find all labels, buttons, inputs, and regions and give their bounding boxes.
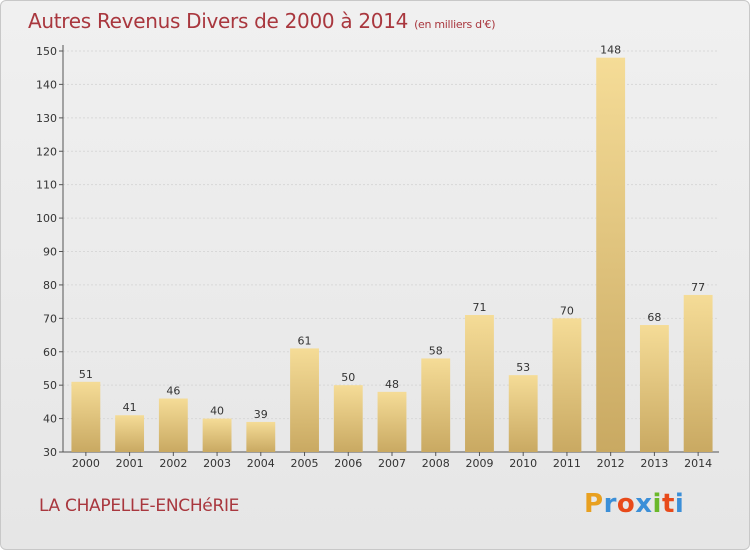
bar-value-label: 48 [385,378,399,391]
y-tick-label: 90 [43,246,57,259]
proxiti-logo: Proxiti [584,489,684,519]
bar-2005 [290,348,319,452]
x-tick-label: 2010 [509,457,537,470]
bar-value-label: 41 [123,401,137,414]
chart-title: Autres Revenus Divers de 2000 à 2014 (en … [28,9,496,33]
y-tick-label: 100 [36,212,57,225]
bar-value-label: 71 [472,301,486,314]
x-tick-label: 2001 [116,457,144,470]
x-tick-label: 2002 [159,457,187,470]
bar-2001 [115,415,145,452]
bar-2014 [683,294,713,452]
x-axis: 2000 2001 2002 2003 2004 2005 2006 2007 2008 2009… [72,452,712,470]
y-tick-label: 30 [43,446,57,459]
bar-value-label: 51 [79,368,93,381]
y-tick-label: 60 [43,346,57,359]
bar-value-label: 77 [691,281,705,294]
y-tick-label: 70 [43,312,57,325]
bar-2010 [508,375,538,452]
x-tick-label: 2003 [203,457,231,470]
x-tick-label: 2009 [465,457,493,470]
x-tick-label: 2006 [334,457,362,470]
logo-letter: x [635,489,653,519]
x-tick-label: 2007 [378,457,406,470]
y-tick-label: 150 [36,45,57,58]
bar-value-label: 39 [254,408,268,421]
bar-value-label: 53 [516,361,530,374]
x-tick-label: 2013 [640,457,668,470]
chart-title-text: Autres Revenus Divers de 2000 à 2014 [28,9,409,33]
x-tick-label: 2011 [553,457,581,470]
logo-letter: i [674,489,685,519]
bar-2007 [377,391,407,452]
y-tick-label: 50 [43,379,57,392]
x-tick-label: 2012 [597,457,625,470]
logo-letter: o [616,489,636,519]
bar-2002 [158,398,188,452]
bar-value-label: 46 [166,385,180,398]
bar-2004 [246,421,276,452]
bar-value-label: 40 [210,405,224,418]
bar-value-label: 70 [560,304,574,317]
bar-2011 [552,318,582,452]
commune-name: LA CHAPELLE-ENCHéRIE [39,496,240,516]
y-tick-label: 40 [43,413,57,426]
x-tick-label: 2004 [247,457,275,470]
x-tick-label: 2014 [684,457,712,470]
logo-letter: i [652,489,662,519]
bar-2006 [333,385,363,452]
logo-letter: P [584,489,604,519]
y-tick-label: 110 [36,179,57,192]
y-tick-label: 80 [43,279,57,292]
bar-value-label: 50 [341,371,355,384]
bar-2000 [71,381,101,452]
y-tick-label: 120 [36,145,57,158]
bar-2013 [639,325,669,452]
logo-letter: t [661,489,675,519]
bar-value-label: 58 [429,344,443,357]
logo-letter: r [603,489,617,519]
bar-2012 [596,57,626,452]
x-tick-label: 2000 [72,457,100,470]
bar-value-label: 68 [647,311,661,324]
bar-2009 [465,314,494,452]
x-tick-label: 2008 [422,457,450,470]
y-axis: 30 40 50 60 70 80 90 100 110 120 130 140 150 [36,45,719,459]
x-tick-label: 2005 [291,457,319,470]
chart-subtitle: (en milliers d'€) [414,18,496,31]
bars: 51 41 46 40 39 61 50 48 58 71 53 70 148 68 77 [71,44,713,452]
bar-2003 [202,418,232,452]
y-tick-label: 140 [36,78,57,91]
bar-value-label: 148 [600,44,621,57]
bar-2008 [421,358,451,452]
bar-value-label: 61 [298,334,312,347]
y-tick-label: 130 [36,112,57,125]
